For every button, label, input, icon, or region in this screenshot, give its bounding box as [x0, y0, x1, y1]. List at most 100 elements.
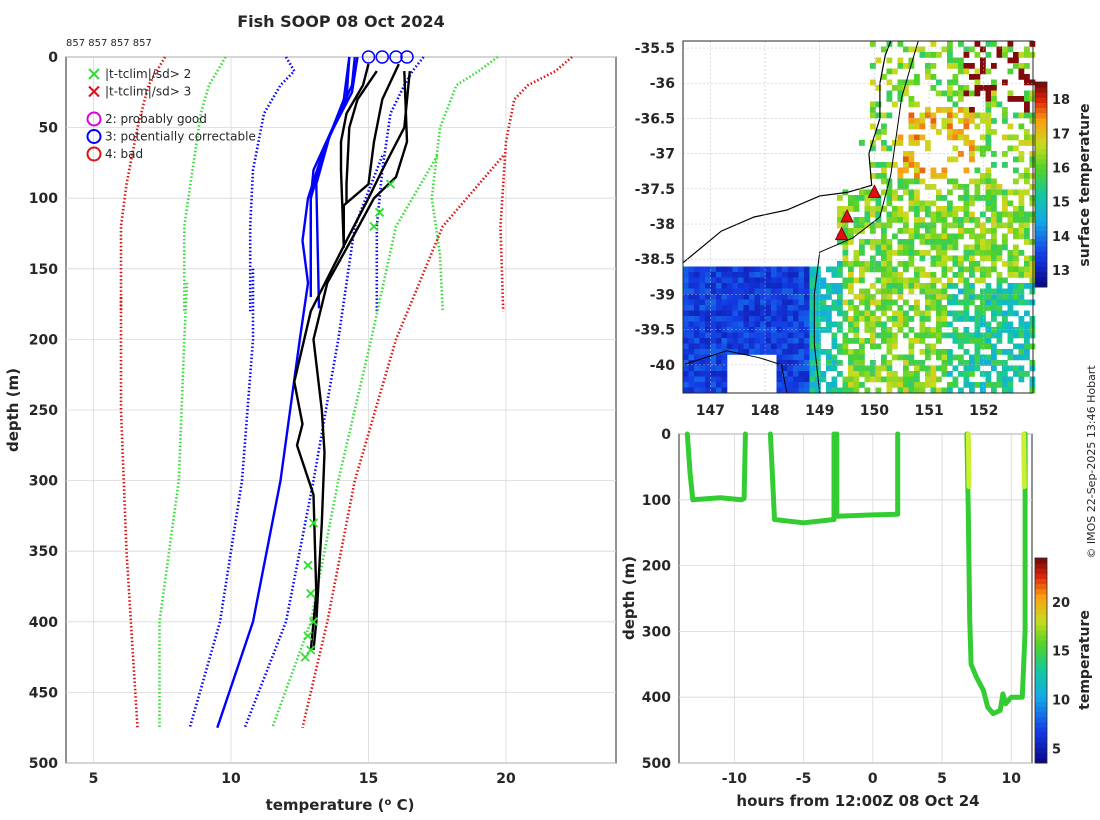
- sst-cell: [699, 272, 706, 278]
- sst-cell: [886, 332, 893, 339]
- sst-cell: [820, 294, 827, 300]
- sst-cell: [683, 371, 689, 377]
- sst-cell: [837, 360, 843, 366]
- sst-cell: [793, 343, 799, 350]
- sst-cell: [897, 261, 904, 267]
- sst-cell: [908, 283, 915, 289]
- sst-cell: [1007, 349, 1014, 355]
- sst-cell: [897, 327, 904, 333]
- sst-cell: [930, 85, 937, 91]
- sst-cell: [1007, 200, 1014, 207]
- sst-cell: [925, 354, 931, 361]
- sst-cell: [947, 46, 953, 53]
- sst-cell: [820, 310, 827, 317]
- sst-map-ticks: 147 148 149 150 151 152-35.5-36-36.5-37-37.5-…: [635, 41, 999, 419]
- sst-cell: [925, 211, 931, 218]
- temperature-colorbar-segment: [1035, 732, 1047, 738]
- sst-cell: [848, 299, 854, 306]
- sst-cell: [1024, 134, 1030, 141]
- sst-cell: [969, 118, 975, 124]
- sst-cell: [798, 321, 805, 328]
- track-y-label: depth (m): [620, 556, 638, 640]
- sst-cell: [892, 310, 898, 317]
- sst-cell: [771, 316, 777, 322]
- sst-cell: [776, 354, 783, 361]
- map-y-tick-label: -36.5: [635, 111, 675, 127]
- sst-map: 147 148 149 150 151 152-35.5-36-36.5-37-37.5-…: [635, 40, 1093, 419]
- sst-cell: [974, 222, 981, 229]
- sst-cell: [859, 310, 865, 317]
- sst-cell: [1029, 211, 1036, 218]
- sst-cell: [804, 360, 810, 366]
- sst-cell: [958, 272, 964, 278]
- sst-cell: [815, 365, 821, 372]
- sst-cell: [694, 321, 700, 328]
- sst-cell: [749, 277, 755, 284]
- sst-cell: [881, 272, 887, 278]
- sst-cell: [930, 294, 937, 300]
- sst-cell: [974, 233, 981, 240]
- sst-cell: [925, 316, 931, 322]
- sst-cell: [919, 316, 926, 322]
- sst-cell: [760, 272, 766, 278]
- sst-cell: [875, 250, 882, 256]
- sst-cell: [732, 266, 739, 273]
- sst-cell: [771, 327, 777, 333]
- sst-cell: [897, 178, 904, 185]
- sst-cell: [996, 376, 1003, 383]
- sst-cell: [969, 200, 975, 207]
- sst-cell: [743, 288, 750, 295]
- chart-title: Fish SOOP 08 Oct 2024: [237, 12, 445, 31]
- sst-cell: [837, 305, 843, 311]
- sst-cell: [732, 327, 739, 333]
- sst-cell: [787, 349, 794, 355]
- sst-cell: [886, 250, 893, 256]
- sst-cell: [870, 294, 876, 300]
- sst-cell: [963, 294, 970, 300]
- sst-cell: [870, 123, 876, 130]
- sst-cell: [969, 288, 975, 295]
- sst-cell: [903, 244, 909, 251]
- sst-cell: [705, 360, 711, 366]
- sst-cell: [848, 200, 854, 207]
- sst-cell: [892, 272, 898, 278]
- track-line: [964, 431, 1028, 717]
- sst-colorbar-segment: [1035, 271, 1047, 278]
- legend-circle-marker: [86, 146, 102, 162]
- temperature-colorbar-segment: [1035, 619, 1047, 626]
- sst-cell: [798, 277, 805, 284]
- sst-cell: [765, 305, 772, 311]
- sst-cell: [864, 294, 871, 300]
- sst-cell: [694, 338, 700, 344]
- sst-cell: [947, 332, 953, 339]
- sst-cell: [1007, 134, 1014, 141]
- sst-cell: [793, 382, 799, 388]
- sst-cell: [991, 118, 997, 124]
- sst-cell: [936, 255, 942, 262]
- sst-cell: [875, 222, 882, 229]
- sst-cell: [936, 354, 942, 361]
- sst-cell: [732, 338, 739, 344]
- sst-cell: [749, 327, 755, 333]
- sst-cell: [958, 387, 964, 394]
- sst-cell: [859, 338, 865, 344]
- sst-cell: [1018, 288, 1025, 295]
- sst-cell: [859, 222, 865, 229]
- track-y-tick-label: 0: [661, 427, 671, 443]
- sst-cell: [683, 338, 689, 344]
- sst-cell: [815, 327, 821, 333]
- sst-cell: [996, 184, 1003, 190]
- sst-cell: [793, 360, 799, 366]
- sst-cell: [738, 266, 744, 273]
- sst-cell: [1013, 228, 1019, 234]
- sst-cell: [947, 244, 953, 251]
- sst-cell: [980, 222, 986, 229]
- sst-cell: [980, 299, 986, 306]
- sst-cell: [1018, 233, 1025, 240]
- sst-cell: [864, 327, 871, 333]
- sst-cell: [952, 101, 959, 108]
- sst-cell: [754, 277, 761, 284]
- sst-cell: [815, 299, 821, 306]
- sst-cell: [688, 382, 695, 388]
- sst-cell: [919, 250, 926, 256]
